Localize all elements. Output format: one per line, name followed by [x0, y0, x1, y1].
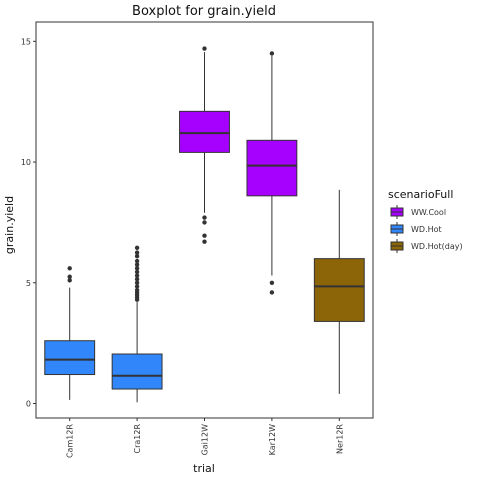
- outlier-point: [202, 215, 207, 220]
- outlier-point: [134, 273, 140, 278]
- iqr-box: [246, 139, 298, 197]
- outlier-point: [67, 278, 72, 283]
- outlier-point: [134, 258, 140, 264]
- iqr-box: [313, 258, 365, 322]
- chart-title: Boxplot for grain.yield: [132, 4, 276, 19]
- box-Ner12R: [313, 189, 365, 394]
- outlier-point: [134, 280, 140, 285]
- outlier-point: [202, 233, 207, 238]
- legend-item: WD.Hot(day): [390, 239, 463, 253]
- outlier-point: [202, 220, 207, 225]
- y-tick-label: 10: [21, 158, 31, 167]
- iqr-box: [111, 353, 163, 390]
- iqr-box: [44, 340, 96, 376]
- legend-item: WW.Cool: [390, 205, 446, 219]
- legend-item: WD.Hot: [390, 222, 442, 236]
- legend-title: scenarioFull: [388, 188, 453, 201]
- outlier-point: [67, 266, 72, 271]
- outlier-point: [269, 290, 275, 295]
- box-Gai12W: [179, 46, 230, 244]
- x-axis: Cam12R Cra12R Gai12W Kar12W Ner12R: [66, 418, 344, 458]
- outlier-point: [202, 46, 207, 51]
- outlier-point: [134, 266, 140, 271]
- outlier-point: [134, 262, 140, 267]
- box-Kar12W: [246, 51, 298, 295]
- outlier-point: [134, 250, 140, 255]
- outlier-point: [134, 254, 140, 259]
- outlier-point: [134, 287, 140, 293]
- x-tick-label: Ner12R: [335, 424, 344, 454]
- legend: scenarioFull WW.Cool WD.Hot WD.Hot(day): [388, 188, 463, 253]
- box-Cra12R: [111, 245, 163, 403]
- x-axis-label: trial: [193, 462, 215, 475]
- legend-label: WD.Hot: [411, 225, 442, 234]
- y-tick-label: 15: [21, 37, 31, 46]
- outlier-point: [269, 51, 275, 56]
- y-axis: 0 5 10 15: [21, 37, 36, 409]
- y-tick-label: 0: [26, 400, 31, 409]
- x-tick-label: Cam12R: [66, 424, 75, 458]
- x-tick-label: Kar12W: [268, 424, 277, 455]
- outlier-point: [202, 239, 207, 244]
- outlier-point: [67, 274, 72, 279]
- legend-label: WW.Cool: [411, 208, 446, 217]
- outlier-point: [134, 284, 140, 289]
- y-axis-label: grain.yield: [3, 196, 16, 254]
- outlier-point: [134, 269, 140, 275]
- outlier-point: [269, 280, 275, 285]
- boxes-layer: [44, 46, 365, 403]
- outlier-point: [134, 276, 140, 282]
- outlier-point: [134, 245, 140, 250]
- legend-label: WD.Hot(day): [411, 242, 463, 251]
- box-Cam12R: [44, 266, 96, 400]
- iqr-box: [179, 110, 230, 153]
- y-tick-label: 5: [26, 279, 31, 288]
- x-tick-label: Cra12R: [133, 424, 142, 454]
- x-tick-label: Gai12W: [201, 424, 210, 456]
